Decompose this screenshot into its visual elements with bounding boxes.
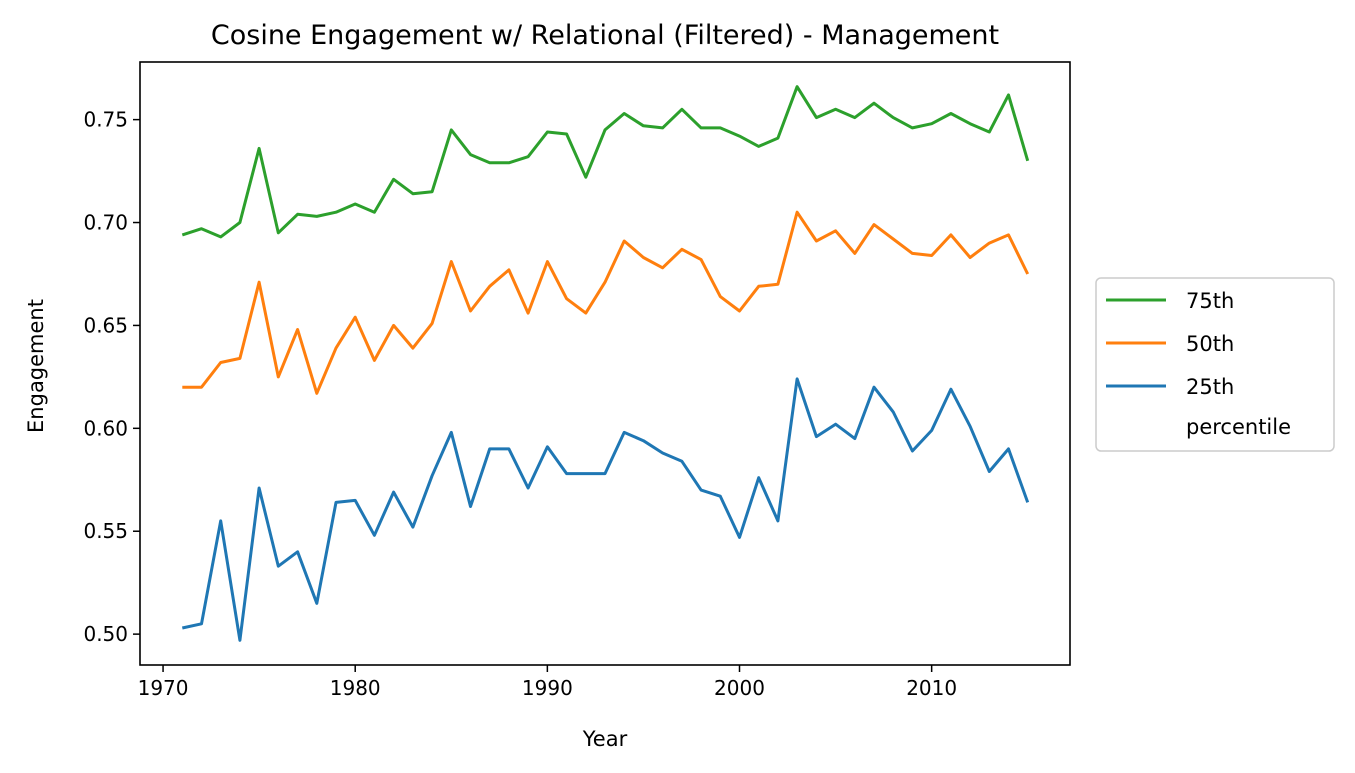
y-axis: 0.50 0.55 0.60 0.65 0.70 0.75 <box>83 108 140 646</box>
chart-title: Cosine Engagement w/ Relational (Filtere… <box>211 20 999 51</box>
y-tick-label: 0.55 <box>83 519 128 543</box>
axes-frame <box>139 61 1071 666</box>
legend-label: 50th <box>1186 332 1234 356</box>
y-axis-label: Engagement <box>24 299 48 433</box>
y-tick-label: 0.65 <box>83 313 128 337</box>
legend: 75th 50th 25th percentile <box>1095 277 1335 452</box>
y-tick-label: 0.60 <box>83 416 128 440</box>
x-tick-label: 1990 <box>522 676 573 700</box>
y-tick-label: 0.75 <box>83 108 128 132</box>
x-axis-label: Year <box>582 727 628 751</box>
legend-label: 25th <box>1186 375 1234 399</box>
x-axis: 1970 1980 1990 2000 2010 <box>138 665 957 700</box>
x-tick-label: 1980 <box>330 676 381 700</box>
legend-footer: percentile <box>1186 415 1291 439</box>
legend-label: 75th <box>1186 289 1234 313</box>
series-layer <box>181 85 1030 642</box>
y-tick-label: 0.50 <box>83 622 128 646</box>
legend-entries: 75th 50th 25th <box>1106 289 1234 399</box>
x-tick-label: 2000 <box>714 676 765 700</box>
series-line-75th <box>181 85 1030 239</box>
x-tick-label: 2010 <box>906 676 957 700</box>
y-tick-label: 0.70 <box>83 211 128 235</box>
series-line-50th <box>182 210 1030 395</box>
plot-area: 1970 1980 1990 2000 2010 0.50 0.55 0.60 0.65 0.7… <box>83 61 1071 700</box>
series-line-25th <box>181 377 1030 642</box>
legend-box <box>1095 277 1335 452</box>
x-tick-label: 1970 <box>138 676 189 700</box>
